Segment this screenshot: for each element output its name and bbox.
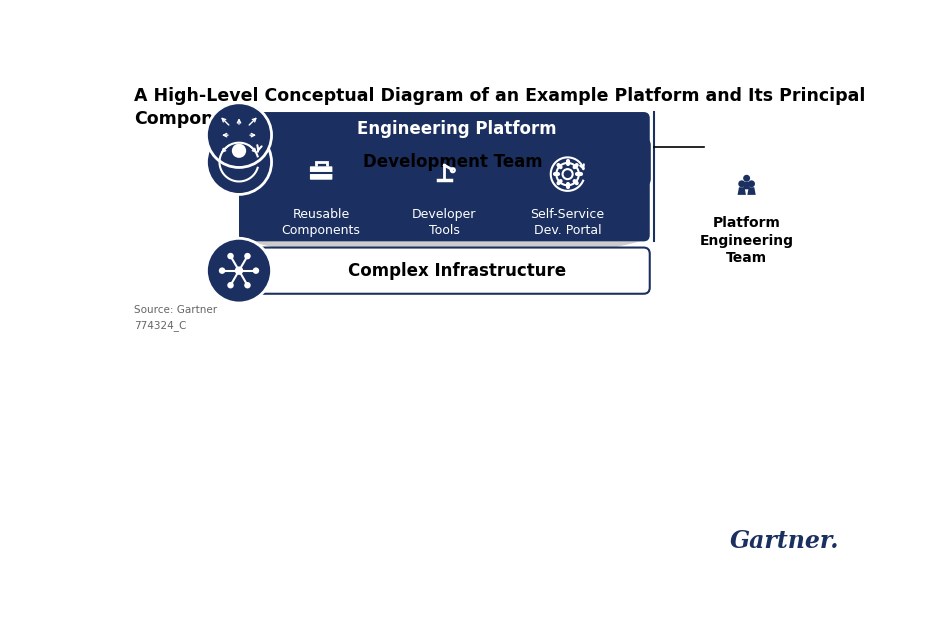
FancyBboxPatch shape	[239, 112, 650, 241]
Text: Source: Gartner
774324_C: Source: Gartner 774324_C	[134, 305, 218, 331]
Text: Developer
Tools: Developer Tools	[412, 208, 476, 236]
Circle shape	[738, 180, 746, 187]
Text: Gartner.: Gartner.	[730, 529, 840, 553]
Text: Engineering Platform: Engineering Platform	[357, 120, 556, 138]
Circle shape	[253, 267, 260, 274]
Circle shape	[235, 267, 243, 275]
Text: Platform
Engineering
Team: Platform Engineering Team	[700, 216, 794, 265]
Polygon shape	[743, 182, 750, 190]
Circle shape	[206, 103, 272, 167]
Polygon shape	[248, 185, 640, 235]
Circle shape	[227, 253, 234, 259]
Circle shape	[244, 253, 251, 259]
FancyBboxPatch shape	[239, 139, 650, 185]
Circle shape	[743, 175, 750, 182]
Circle shape	[227, 282, 234, 288]
Circle shape	[232, 143, 246, 158]
Circle shape	[206, 238, 272, 303]
Circle shape	[206, 130, 272, 195]
Polygon shape	[248, 241, 640, 288]
Text: Development Team: Development Team	[362, 153, 542, 171]
Text: Self-Service
Dev. Portal: Self-Service Dev. Portal	[531, 208, 605, 236]
FancyBboxPatch shape	[239, 248, 650, 294]
Text: Complex Infrastructure: Complex Infrastructure	[348, 262, 566, 279]
Text: A High-Level Conceptual Diagram of an Example Platform and Its Principal
Compone: A High-Level Conceptual Diagram of an Ex…	[134, 87, 865, 128]
Polygon shape	[738, 187, 746, 195]
Circle shape	[244, 282, 251, 288]
Polygon shape	[747, 187, 756, 195]
FancyBboxPatch shape	[310, 166, 333, 179]
Text: Consumption: Consumption	[398, 198, 491, 212]
Text: Reusable
Components: Reusable Components	[281, 208, 360, 236]
Circle shape	[748, 180, 755, 187]
Text: Automation: Automation	[404, 253, 485, 267]
Circle shape	[219, 267, 225, 274]
